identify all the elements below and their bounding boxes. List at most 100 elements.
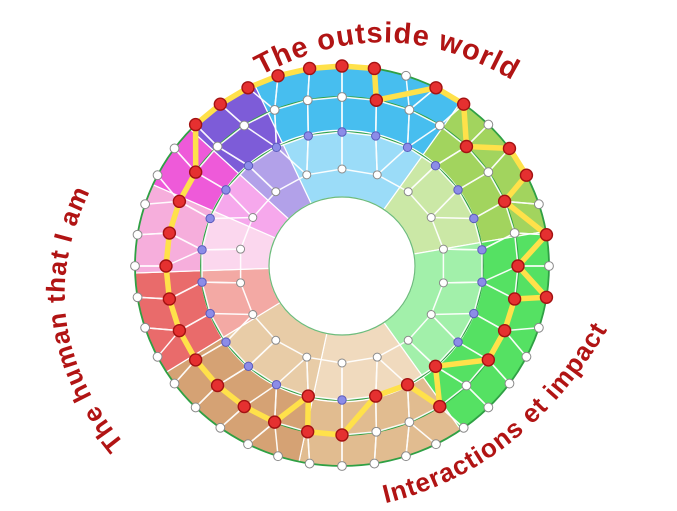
node-outer [533, 199, 544, 210]
node-second [212, 141, 223, 152]
node-inner [403, 335, 413, 345]
node-inner [372, 170, 382, 180]
node-outer [190, 402, 201, 413]
node-inner [403, 187, 413, 197]
red-node [459, 139, 474, 154]
node-third [477, 277, 487, 287]
node-inner [337, 358, 347, 368]
red-node [400, 377, 415, 392]
node-second [434, 120, 445, 131]
red-node [188, 353, 203, 367]
node-third [205, 213, 215, 224]
node-third [453, 185, 463, 195]
node-outer [140, 199, 151, 210]
node-inner [302, 170, 312, 180]
red-node [213, 97, 228, 111]
red-node [429, 81, 443, 95]
node-second [371, 426, 382, 437]
node-inner [337, 164, 347, 174]
node-third [205, 308, 215, 319]
node-third [477, 245, 487, 255]
red-node [335, 428, 349, 442]
node-outer [169, 378, 180, 389]
node-outer [304, 458, 315, 469]
red-node [369, 93, 384, 107]
red-node [497, 323, 512, 338]
hole-outline [268, 196, 416, 336]
node-inner [236, 244, 246, 254]
node-inner [271, 187, 281, 197]
ring-nodes [130, 70, 554, 471]
red-node [301, 389, 315, 403]
node-third [271, 142, 282, 153]
node-outer [152, 351, 163, 362]
node-outer [369, 458, 380, 469]
node-third [197, 245, 207, 255]
red-node [507, 292, 522, 306]
red-node [172, 194, 187, 209]
red-node [237, 399, 251, 414]
node-third [271, 379, 282, 390]
red-node [456, 97, 471, 111]
node-second [404, 104, 415, 115]
node-third [453, 337, 463, 347]
red-node [511, 259, 525, 273]
red-node [159, 259, 173, 273]
node-outer [130, 261, 140, 271]
node-second [461, 380, 472, 391]
red-node [335, 59, 349, 73]
node-outer [132, 292, 143, 303]
node-third [221, 337, 231, 347]
node-second [509, 228, 520, 238]
red-node [172, 323, 187, 338]
red-node [367, 61, 382, 76]
red-node [481, 353, 496, 367]
node-inner [248, 310, 258, 319]
node-third [337, 395, 347, 405]
red-node [162, 226, 177, 240]
label-human-that-i-am-text: The human that I am [41, 181, 130, 459]
node-inner [236, 278, 246, 288]
node-outer [533, 322, 544, 333]
node-outer [337, 461, 347, 471]
node-outer [458, 422, 469, 433]
node-inner [426, 310, 436, 319]
node-inner [248, 213, 258, 222]
red-node [302, 61, 317, 76]
red-node [271, 69, 285, 83]
red-node [162, 292, 177, 306]
red-node [267, 415, 282, 429]
node-outer [273, 451, 283, 462]
node-inner [302, 352, 312, 362]
node-third [243, 361, 254, 372]
node-outer [243, 439, 253, 450]
red-node [210, 378, 225, 393]
node-third [243, 160, 254, 171]
red-node [188, 165, 203, 179]
node-second [269, 104, 280, 115]
red-node [502, 141, 517, 156]
red-node [539, 290, 554, 304]
node-third [469, 308, 479, 319]
node-outer [483, 402, 494, 413]
node-outer [544, 261, 554, 271]
red-node [369, 389, 383, 403]
node-inner [426, 213, 436, 222]
node-outer [401, 70, 411, 81]
label-human-that-i-am: The human that I am [41, 181, 129, 459]
donut-diagram [130, 59, 554, 471]
red-node [300, 425, 315, 439]
red-journey-nodes [159, 59, 554, 442]
red-node [539, 228, 554, 242]
node-second [483, 167, 494, 178]
node-outer [401, 451, 411, 462]
node-outer [431, 439, 441, 450]
node-outer [140, 322, 151, 333]
node-second [404, 417, 415, 428]
red-node [497, 194, 512, 209]
node-third [197, 277, 207, 287]
node-second [302, 95, 313, 106]
node-third [303, 131, 313, 141]
